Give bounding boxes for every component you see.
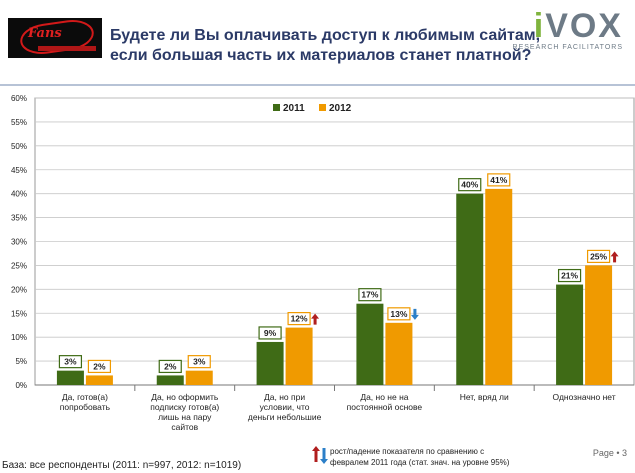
bar-2011 [256, 341, 284, 385]
y-tick-label: 55% [11, 118, 27, 127]
bar-2012 [485, 188, 513, 385]
x-tick-label: условии, что [260, 402, 310, 412]
data-label-box [487, 173, 511, 187]
data-label: 3% [193, 357, 206, 367]
bar-2012 [585, 265, 613, 385]
data-label: 3% [64, 357, 77, 367]
data-label: 25% [590, 251, 607, 261]
data-label: 13% [390, 309, 407, 319]
data-label: 2% [164, 361, 177, 371]
y-tick-label: 15% [11, 309, 27, 318]
x-tick-label: Нет, вряд ли [460, 392, 509, 402]
x-tick-label: Да, но не на [360, 392, 408, 402]
y-tick-label: 45% [11, 166, 27, 175]
bar-2012 [85, 375, 113, 385]
significance-note: рост/падение показателя по сравнению с ф… [312, 446, 509, 468]
data-label: 21% [561, 271, 578, 281]
x-tick-label: Да, но при [264, 392, 305, 402]
data-label-box [258, 326, 282, 340]
title-line-2: если большая часть их материалов станет … [110, 47, 532, 64]
header-divider [0, 84, 635, 86]
x-tick-label: деньги небольшие [248, 412, 322, 422]
brand-name: VOX [545, 7, 623, 45]
y-tick-label: 50% [11, 142, 27, 151]
data-label-box [557, 268, 582, 283]
x-tick-label: постоянной основе [347, 402, 423, 412]
data-label-box [586, 249, 611, 264]
x-tick-label: попробовать [60, 402, 111, 412]
note-line-2: февралем 2011 года (стат. знач. на уровн… [330, 458, 510, 467]
bar-2012 [285, 327, 313, 385]
legend-swatch-2012 [319, 104, 326, 111]
y-tick-label: 35% [11, 214, 27, 223]
x-tick-label: подписку готов(а) [150, 402, 219, 412]
bar-2011 [556, 284, 584, 385]
data-label-box [358, 288, 382, 302]
data-label: 9% [264, 328, 277, 338]
up-down-arrows-icon [312, 446, 328, 467]
bar-2011 [456, 193, 484, 385]
sample-base: База: все респонденты (2011: n=997, 2012… [2, 460, 242, 471]
ivox-logo: iVOX RESEARCH FACILITATORS [513, 8, 623, 51]
bar-chart: 0% 5% 10% 15% 20% 25% 30% 35% 40% 45% 50% 55% 60% Да,… [11, 94, 635, 432]
brand-letter-i: i [533, 7, 546, 45]
legend-label: 2012 [329, 103, 352, 114]
brand-tagline: RESEARCH FACILITATORS [512, 44, 623, 51]
bar-2011 [356, 303, 384, 385]
data-label-box [458, 178, 482, 192]
x-tick-label: Да, но оформить [151, 392, 219, 402]
up-arrow-icon [311, 313, 320, 325]
bar-2011 [156, 375, 184, 385]
legend-swatch-2011 [273, 104, 280, 111]
x-tick-label: сайтов [171, 422, 198, 432]
x-tick-label: лишь на пару [158, 412, 212, 422]
data-label-box [187, 355, 211, 369]
y-tick-label: 5% [15, 357, 27, 366]
bar-2012 [385, 322, 413, 385]
y-tick-label: 10% [11, 333, 27, 342]
data-label-box [387, 307, 411, 321]
y-tick-label: 40% [11, 190, 27, 199]
data-label-box [158, 359, 182, 374]
data-label: 40% [461, 180, 478, 190]
bar-2012 [185, 370, 213, 385]
note-line-1: рост/падение показателя по сравнению с [330, 447, 485, 456]
down-arrow-icon [410, 308, 419, 320]
client-logo: Fans [8, 18, 102, 58]
y-tick-label: 0% [15, 381, 27, 390]
title-line-1: Будете ли Вы оплачивать доступ к любимым… [110, 27, 541, 44]
y-tick-label: 25% [11, 261, 27, 270]
data-label: 2% [93, 361, 106, 371]
page-title: Будете ли Вы оплачивать доступ к любимым… [110, 26, 540, 66]
data-label-box [58, 355, 83, 369]
y-tick-label: 30% [11, 238, 27, 247]
y-tick-label: 20% [11, 285, 27, 294]
data-label: 41% [490, 175, 507, 185]
up-arrow-icon [610, 251, 619, 263]
data-label-box [87, 359, 112, 374]
x-tick-label: Да, готов(а) [62, 392, 108, 402]
x-tick-label: Однозначно нет [553, 392, 616, 402]
data-label: 12% [291, 314, 308, 324]
page-number: Page • 3 [592, 448, 627, 458]
legend-label: 2011 [283, 103, 305, 114]
data-label: 17% [361, 290, 378, 300]
bar-2011 [56, 370, 84, 385]
data-label-box [287, 312, 311, 326]
y-tick-label: 60% [11, 94, 27, 103]
